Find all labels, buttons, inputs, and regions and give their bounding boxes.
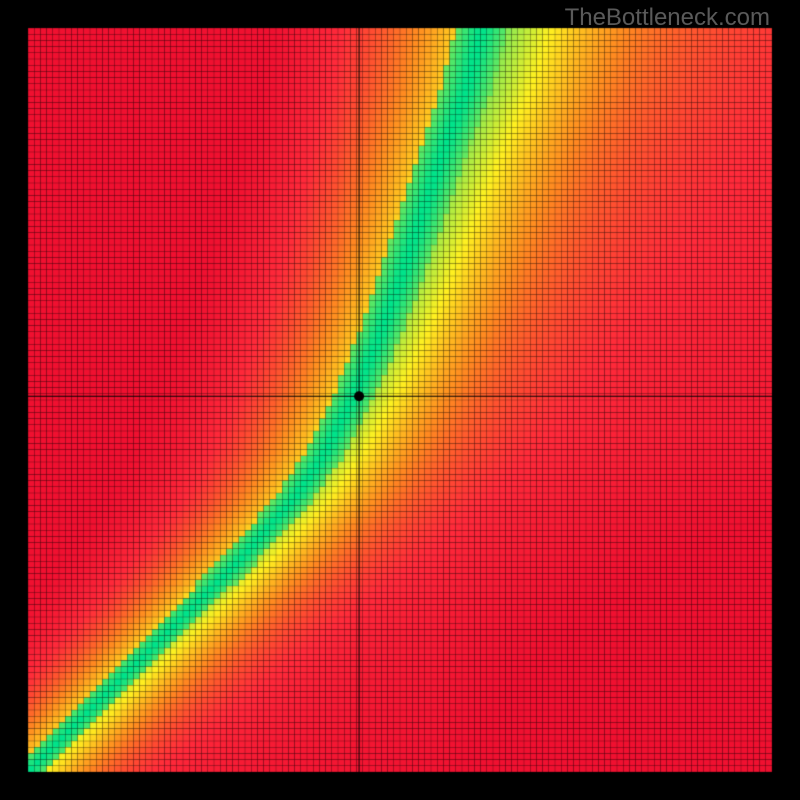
bottleneck-heatmap (0, 0, 800, 800)
watermark-label: TheBottleneck.com (565, 4, 770, 32)
chart-container: TheBottleneck.com (0, 0, 800, 800)
